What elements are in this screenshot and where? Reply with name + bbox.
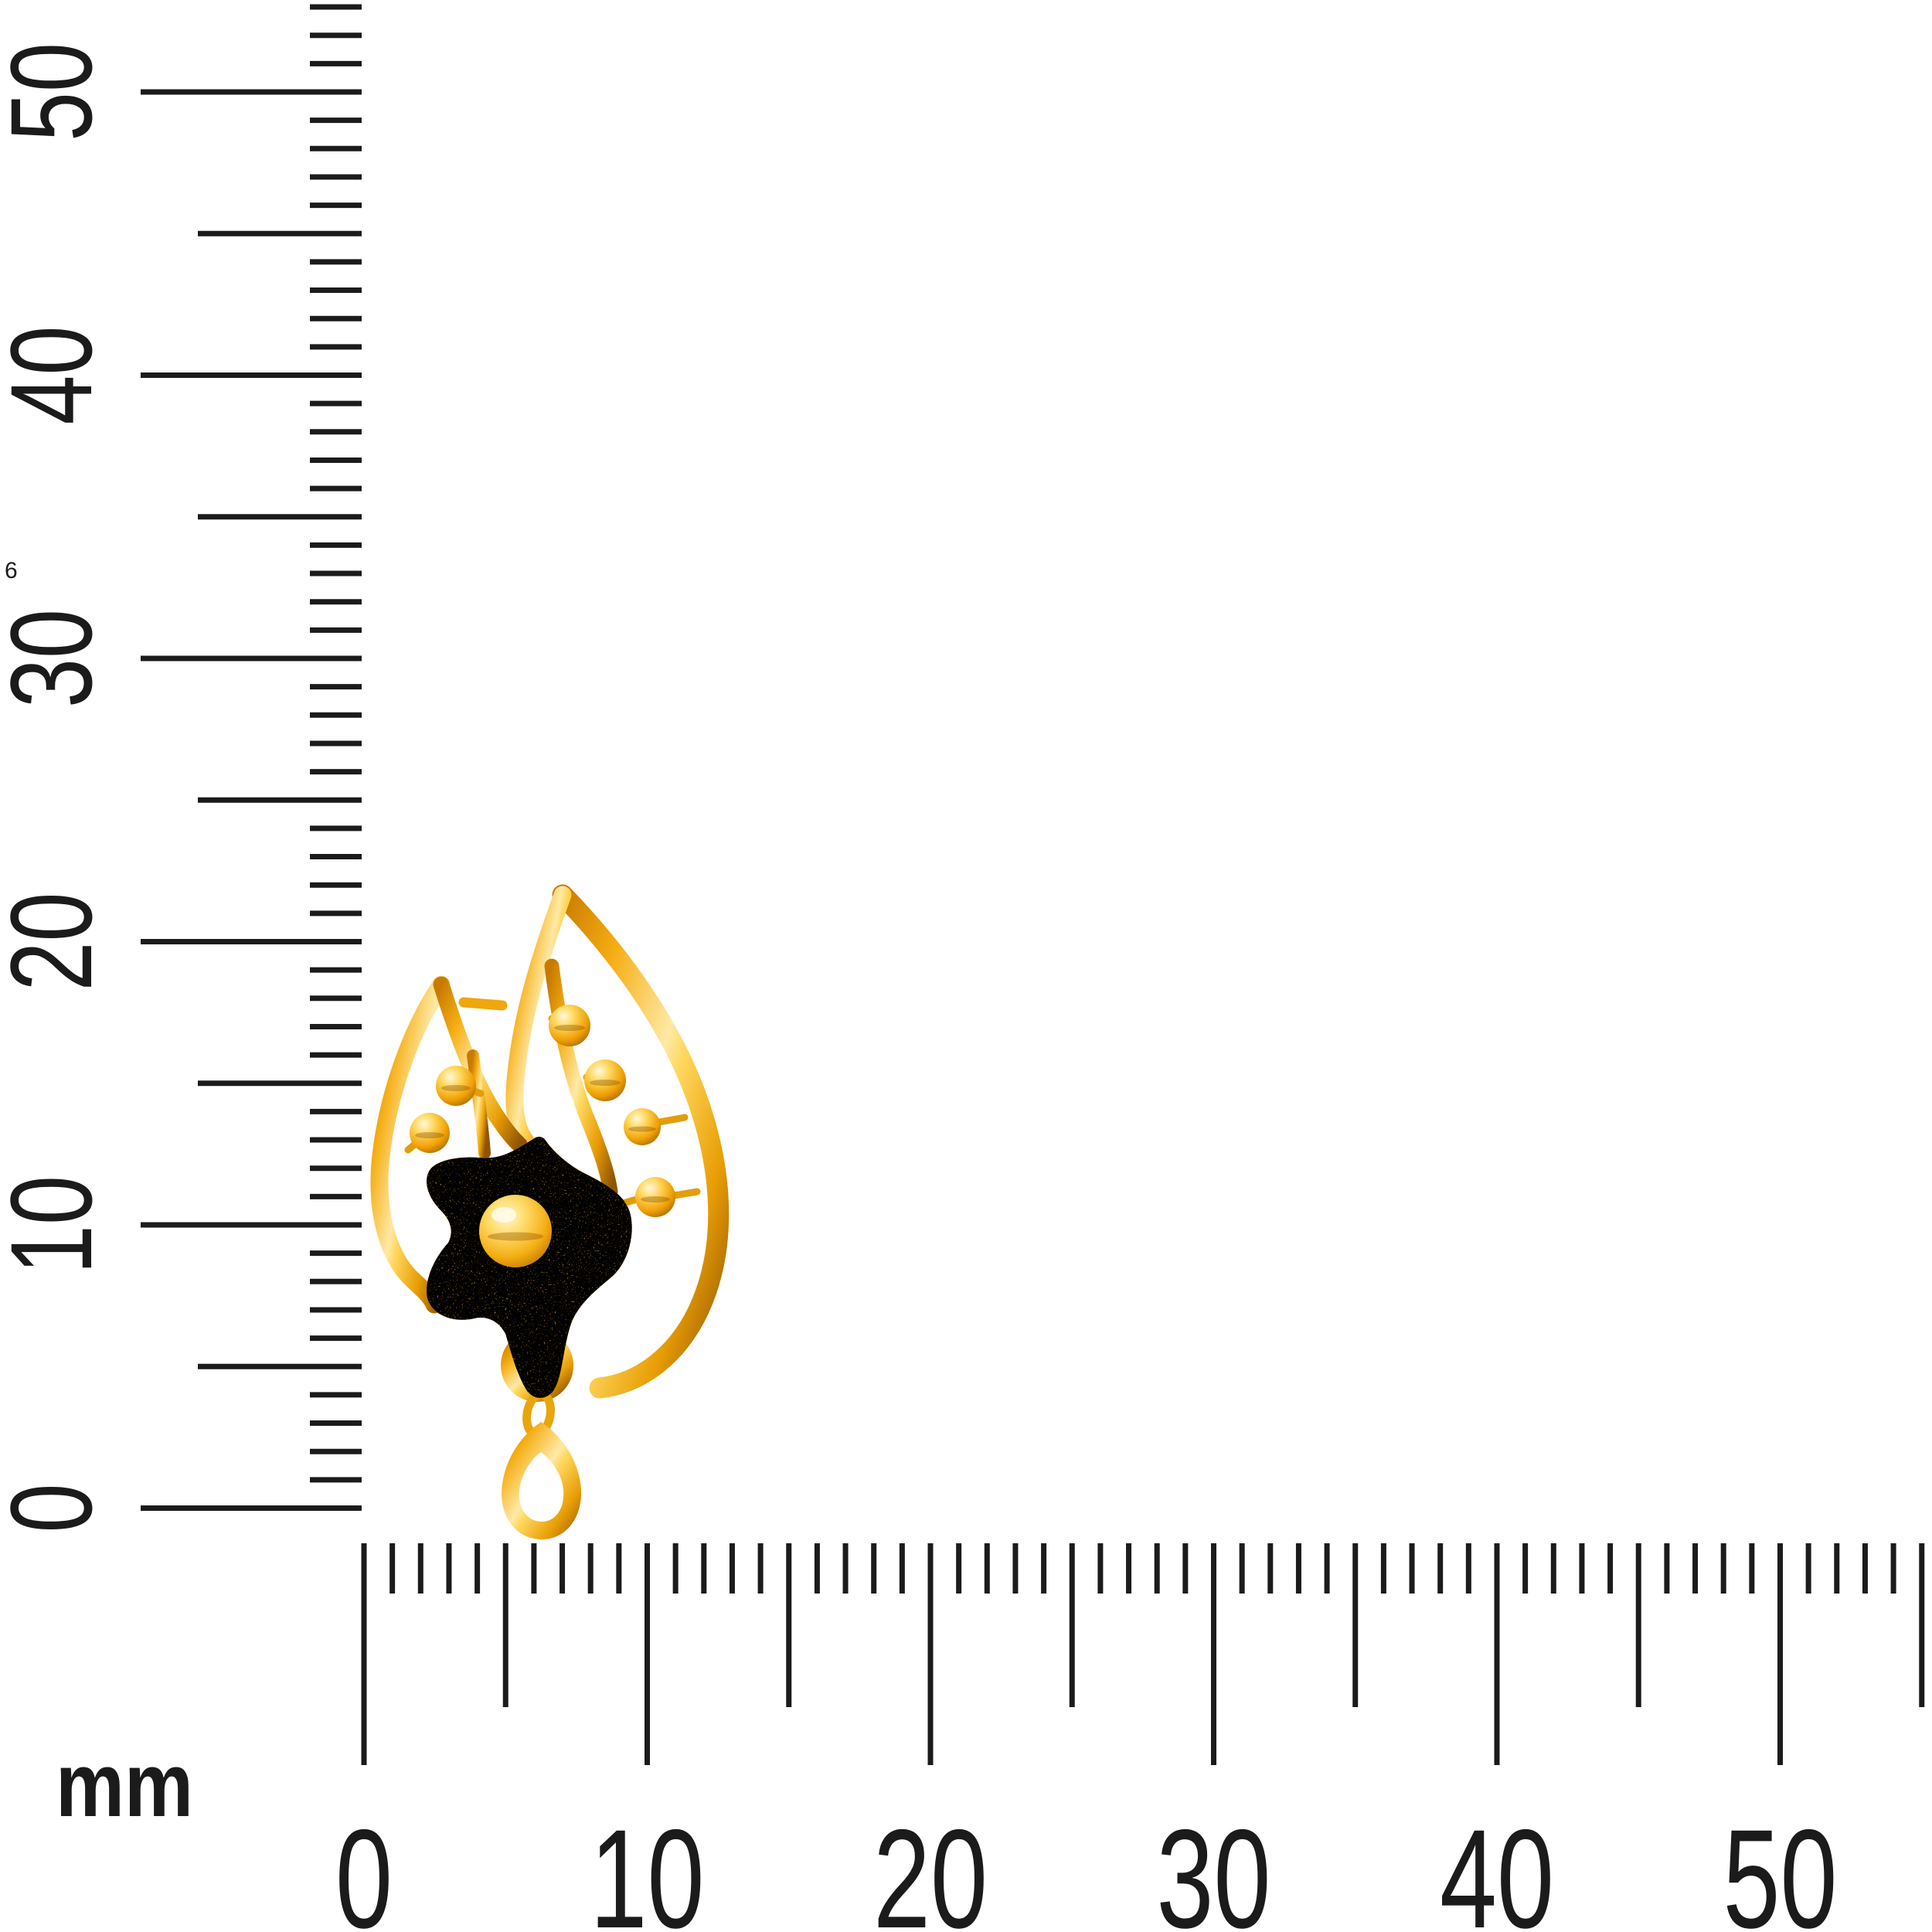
vertical-ruler [141,4,362,1511]
vertical-ruler-labels: 0 10 20 30 40 50 [0,43,116,1533]
h-ruler-number: 0 [335,1800,393,1932]
h-ruler-number: 50 [1723,1800,1838,1932]
horizontal-ruler [361,1543,1925,1765]
right-leaf-inner-edge [505,886,572,1158]
left-leaf-center-vein [467,1049,491,1159]
gold-beads [410,1005,675,1217]
h-ruler-number: 40 [1440,1800,1554,1932]
unit-label: mm [56,1734,193,1836]
v-ruler-number: 40 [0,326,116,425]
stray-mark: 6 [5,558,18,583]
v-ruler-number: 50 [0,43,116,141]
v-ruler-number: 30 [0,609,116,708]
v-ruler-number: 10 [0,1175,116,1274]
h-ruler-number: 20 [873,1800,988,1932]
left-leaf-inner-edge [433,976,528,1153]
v-ruler-number: 20 [0,893,116,992]
earring-photo [370,884,730,1539]
leaf-bridge [458,997,508,1011]
left-leaf-outer-band [370,975,451,1314]
v-ruler-number: 0 [0,1484,116,1533]
h-ruler-number: 30 [1157,1800,1271,1932]
h-ruler-number: 10 [590,1800,705,1932]
flower-center-dome [479,1195,552,1267]
teardrop-drop [502,1422,581,1539]
horizontal-ruler-labels: 0 10 20 30 40 50 [335,1800,1838,1932]
right-leaf-outer-band [552,884,730,1399]
